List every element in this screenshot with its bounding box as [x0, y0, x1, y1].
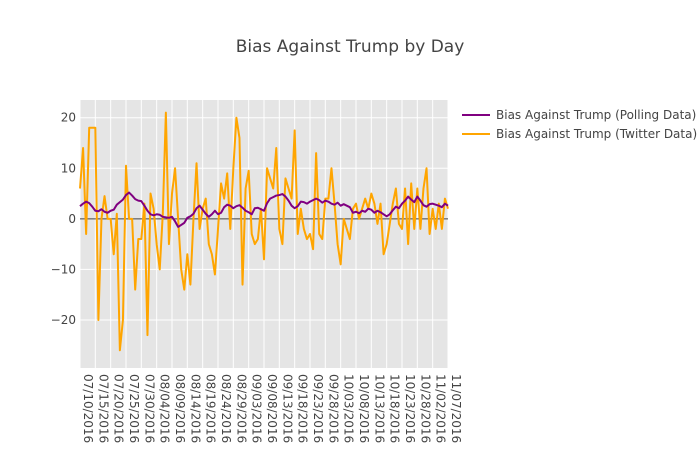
x-tick-label: 10/03/2016	[342, 374, 356, 443]
x-tick-label: 07/25/2016	[127, 374, 141, 443]
x-tick-label: 08/04/2016	[158, 374, 172, 443]
x-tick-label: 08/09/2016	[173, 374, 187, 443]
y-tick-label: −20	[51, 313, 76, 327]
x-tick-label: 08/29/2016	[234, 374, 248, 443]
series-group	[79, 111, 449, 352]
x-tick-label: 07/15/2016	[96, 374, 110, 443]
x-tick-label: 07/30/2016	[142, 374, 156, 443]
y-tick-label: 0	[68, 212, 76, 226]
x-tick-label: 08/24/2016	[219, 374, 233, 443]
x-tick-label: 10/23/2016	[403, 374, 417, 443]
y-tick-label: 20	[61, 111, 76, 125]
x-tick-label: 07/20/2016	[112, 374, 126, 443]
legend-entry: Bias Against Trump (Polling Data)	[496, 108, 696, 122]
x-tick-label: 10/18/2016	[388, 374, 402, 443]
x-tick-label: 08/19/2016	[204, 374, 218, 443]
series-line	[79, 191, 449, 228]
x-tick-label: 10/08/2016	[357, 374, 371, 443]
y-tick-label: 10	[61, 161, 76, 175]
x-tick-label: 09/08/2016	[265, 374, 279, 443]
x-tick-label: 07/10/2016	[81, 374, 95, 443]
x-tick-label: 09/23/2016	[311, 374, 325, 443]
y-tick-label: −10	[51, 262, 76, 276]
legend: Bias Against Trump (Polling Data) Bias Ag…	[462, 108, 697, 141]
x-tick-labels: 07/10/2016 07/15/2016 07/20/2016 07/25/2016…	[81, 374, 463, 443]
x-tick-label: 09/13/2016	[280, 374, 294, 443]
x-tick-label: 08/14/2016	[188, 374, 202, 443]
x-tick-label: 11/07/2016	[449, 374, 463, 443]
x-tick-label: 09/18/2016	[296, 374, 310, 443]
x-tick-label: 09/03/2016	[250, 374, 264, 443]
x-tick-label: 11/02/2016	[434, 374, 448, 443]
series-line	[79, 111, 449, 352]
y-tick-labels: −20 −10 0 10 20	[51, 111, 76, 327]
x-tick-label: 09/28/2016	[326, 374, 340, 443]
x-tick-label: 10/13/2016	[372, 374, 386, 443]
x-tick-label: 10/28/2016	[418, 374, 432, 443]
legend-entry: Bias Against Trump (Twitter Data)	[496, 127, 697, 141]
chart-title: Bias Against Trump by Day	[236, 37, 465, 57]
